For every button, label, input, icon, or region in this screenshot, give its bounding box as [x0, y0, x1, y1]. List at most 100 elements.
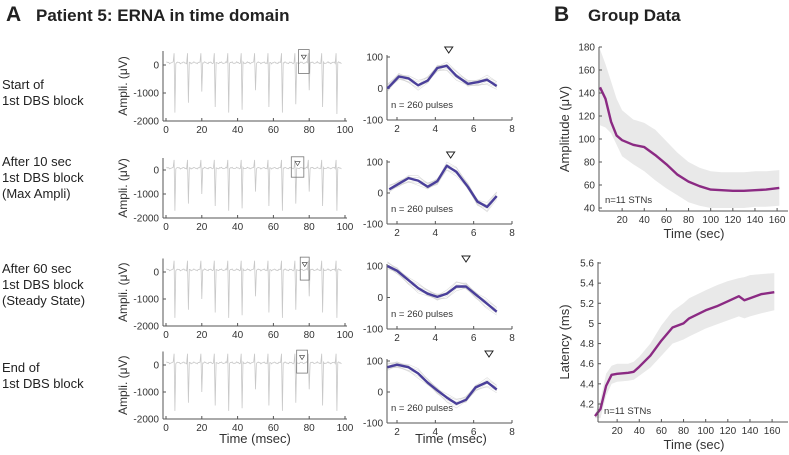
mean-pulse-line-1 — [388, 164, 498, 209]
avg-2-x-tick-label: 4 — [433, 333, 439, 344]
raw-1-y-tick-label: -1000 — [133, 190, 159, 201]
row-label-60sec: After 60 sec 1st DBS block (Steady State… — [2, 261, 86, 308]
raw-2-y-tick-label: -2000 — [133, 322, 159, 333]
raw-3-x-tick-label: 20 — [196, 423, 208, 434]
avg-0-y-tick-label: 100 — [366, 53, 383, 64]
raw-x-label: Time (msec) — [219, 431, 291, 446]
raw-0-y-tick-label: -1000 — [133, 89, 159, 100]
single-pulse-trace — [387, 261, 497, 308]
avg-1-x-tick-label: 6 — [471, 228, 477, 239]
avg-3-y-tick-label: 0 — [377, 388, 383, 399]
avg-1-y-tick-label: 100 — [366, 158, 383, 169]
avg-3-x-tick-label: 8 — [509, 427, 515, 438]
avg-2-y-tick-label: 100 — [366, 262, 383, 273]
raw-3-x-tick-label: 40 — [232, 423, 244, 434]
latency-y-tick-label: 5.4 — [580, 279, 594, 290]
amplitude-x-tick-label: 40 — [639, 215, 651, 226]
avg-1-x-tick-label: 2 — [394, 228, 400, 239]
raw-2-y-tick-label: -1000 — [133, 295, 159, 306]
raw-2-x-tick-label: 40 — [232, 330, 244, 341]
amplitude-y-tick-label: 80 — [584, 158, 596, 169]
single-pulse-trace — [387, 265, 497, 312]
single-pulse-trace — [387, 265, 497, 312]
latency-x-tick-label: 100 — [697, 426, 714, 437]
single-pulse-trace — [387, 67, 497, 89]
amplitude-x-tick-label: 120 — [724, 215, 741, 226]
avg-1-x-tick-label: 8 — [509, 228, 515, 239]
latency-x-tick-label: 160 — [764, 426, 781, 437]
single-pulse-trace — [387, 365, 497, 409]
peak-triangle-icon-1 — [445, 151, 456, 159]
avg-2-x-tick-label: 2 — [394, 333, 400, 344]
raw-2-x-tick-label: 60 — [268, 330, 280, 341]
latency-y-label: Latency (ms) — [557, 304, 572, 379]
latency-mean-line — [594, 291, 775, 417]
raw-3-x-tick-label: 60 — [268, 423, 280, 434]
raw-2-x-tick-label: 80 — [304, 330, 316, 341]
raw-2-y-tick-label: 0 — [153, 268, 159, 279]
latency-x-tick-label: 40 — [634, 426, 646, 437]
raw-y-label-2: Ampli. (μV) — [116, 262, 130, 322]
raw-1-y-tick-label: 0 — [153, 166, 159, 177]
pulse-count-label-2: n = 260 pulses — [391, 309, 453, 320]
raw-1-y-tick-label: -2000 — [133, 214, 159, 225]
avg-0-y-tick-label: -100 — [363, 116, 383, 127]
raw-y-label-0: Ampli. (μV) — [116, 56, 130, 116]
raw-0-x-tick-label: 80 — [304, 125, 316, 136]
raw-0-x-tick-label: 100 — [337, 125, 354, 136]
amplitude-x-tick-label: 160 — [769, 215, 786, 226]
avg-3-y-tick-label: 100 — [366, 357, 383, 368]
amplitude-x-tick-label: 80 — [683, 215, 695, 226]
amplitude-x-tick-label: 60 — [661, 215, 673, 226]
avg-1-y-tick-label: 0 — [377, 189, 383, 200]
amplitude-y-tick-label: 160 — [578, 66, 595, 77]
zoom-window-box-0 — [298, 49, 310, 74]
latency-x-tick-label: 60 — [656, 426, 668, 437]
latency-x-tick-label: 140 — [742, 426, 759, 437]
amplitude-x-tick-label: 140 — [747, 215, 764, 226]
pulse-count-label-0: n = 260 pulses — [391, 100, 453, 111]
amplitude-y-tick-label: 140 — [578, 89, 595, 100]
latency-x-label: Time (sec) — [664, 437, 725, 452]
peak-marker-small-0 — [300, 54, 307, 60]
avg-0-y-tick-label: 0 — [377, 84, 383, 95]
raw-trace-0 — [166, 53, 342, 115]
latency-y-tick-label: 4.8 — [580, 339, 594, 350]
row-label-end: End of 1st DBS block — [2, 360, 84, 391]
avg-1-y-tick-label: -100 — [363, 220, 383, 231]
single-pulse-trace — [387, 61, 497, 85]
mean-pulse-line-3 — [387, 363, 498, 405]
mean-pulse-line-0 — [386, 64, 498, 90]
latency-y-tick-label: 4.2 — [580, 400, 594, 411]
latency-x-tick-label: 80 — [678, 426, 690, 437]
avg-2-x-tick-label: 8 — [509, 333, 515, 344]
latency-y-tick-label: 4.4 — [580, 379, 594, 390]
amplitude-y-tick-label: 180 — [578, 43, 595, 54]
avg-0-x-tick-label: 6 — [471, 124, 477, 135]
raw-1-x-tick-label: 80 — [304, 222, 316, 233]
raw-y-label-1: Ampli. (μV) — [116, 158, 130, 218]
peak-triangle-icon-3 — [484, 350, 494, 358]
single-pulse-trace — [387, 363, 497, 400]
panel-a-letter: A — [6, 3, 22, 26]
latency-x-tick-label: 20 — [612, 426, 624, 437]
peak-triangle-icon-0 — [443, 46, 454, 54]
raw-0-y-tick-label: -2000 — [133, 117, 159, 128]
raw-1-x-tick-label: 40 — [232, 222, 244, 233]
raw-1-x-tick-label: 0 — [163, 222, 169, 233]
amplitude-y-tick-label: 40 — [584, 204, 596, 215]
mean-pulse-line-2 — [386, 264, 498, 313]
amplitude-n-label: n=11 STNs — [605, 195, 652, 206]
avg-3-x-tick-label: 2 — [394, 427, 400, 438]
raw-y-label-3: Ampli. (μV) — [116, 355, 130, 415]
latency-y-tick-label: 5.6 — [580, 259, 594, 270]
panel-b-title: Group Data — [588, 6, 681, 25]
pulse-count-label-1: n = 260 pulses — [391, 204, 453, 215]
peak-triangle-icon-2 — [461, 255, 471, 263]
avg-x-label: Time (msec) — [415, 431, 487, 446]
single-pulse-trace — [389, 167, 497, 209]
zoom-window-box-3 — [296, 349, 308, 374]
panel-b-letter: B — [554, 3, 570, 26]
avg-0-x-tick-label: 4 — [433, 124, 439, 135]
single-pulse-trace — [387, 361, 497, 405]
